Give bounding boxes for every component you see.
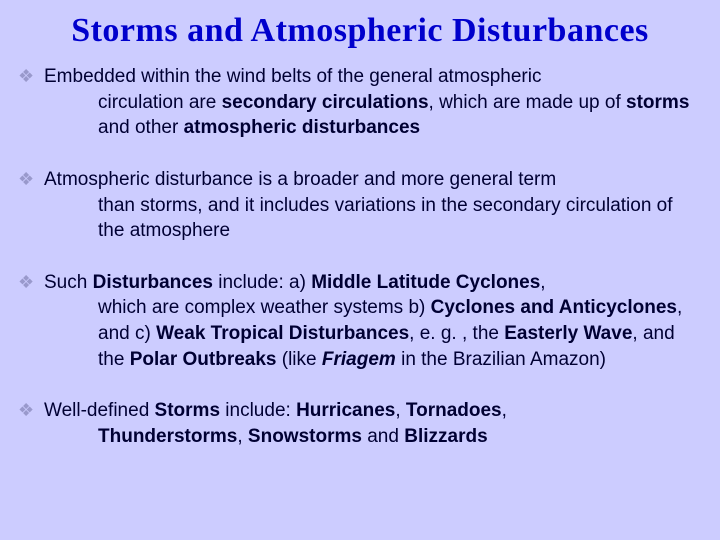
diamond-bullet-icon: ❖ [18, 270, 44, 373]
diamond-bullet-icon: ❖ [18, 398, 44, 449]
bullet-item: ❖ Embedded within the wind belts of the … [18, 64, 702, 141]
slide-title: Storms and Atmospheric Disturbances [18, 12, 702, 50]
bullet-rest: circulation are secondary circulations, … [44, 90, 702, 141]
bullet-item: ❖ Atmospheric disturbance is a broader a… [18, 167, 702, 244]
bullet-item: ❖ Well-defined Storms include: Hurricane… [18, 398, 702, 449]
diamond-bullet-icon: ❖ [18, 167, 44, 244]
bullet-body: Well-defined Storms include: Hurricanes,… [44, 398, 702, 449]
bullet-body: Such Disturbances include: a) Middle Lat… [44, 270, 702, 373]
bullet-rest: Thunderstorms, Snowstorms and Blizzards [44, 424, 702, 450]
bullet-body: Atmospheric disturbance is a broader and… [44, 167, 702, 244]
bullet-first-line: Such Disturbances include: a) Middle Lat… [44, 270, 702, 296]
bullet-first-line: Atmospheric disturbance is a broader and… [44, 167, 702, 193]
bullet-rest: which are complex weather systems b) Cyc… [44, 295, 702, 372]
bullet-body: Embedded within the wind belts of the ge… [44, 64, 702, 141]
diamond-bullet-icon: ❖ [18, 64, 44, 141]
bullet-first-line: Well-defined Storms include: Hurricanes,… [44, 398, 702, 424]
bullet-first-line: Embedded within the wind belts of the ge… [44, 64, 702, 90]
bullet-item: ❖ Such Disturbances include: a) Middle L… [18, 270, 702, 373]
bullet-rest: than storms, and it includes variations … [44, 193, 702, 244]
